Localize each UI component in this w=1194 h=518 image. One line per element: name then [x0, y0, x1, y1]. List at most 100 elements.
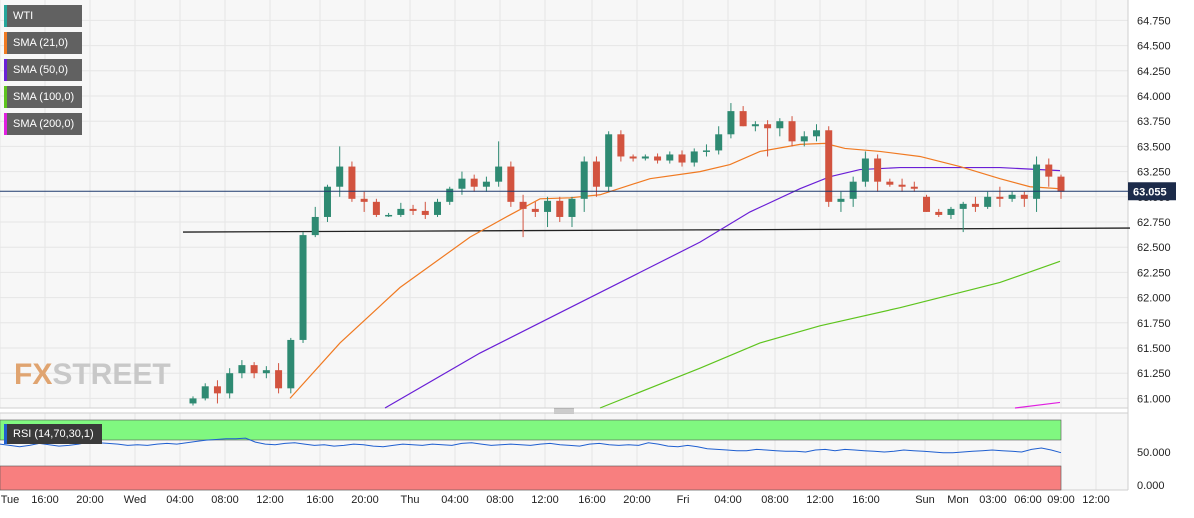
candle-body — [825, 130, 833, 202]
candle-body — [849, 181, 857, 199]
x-tick-label: 04:00 — [441, 494, 469, 506]
candle — [1045, 158, 1053, 187]
candle — [336, 146, 344, 197]
y-tick-label: 62.750 — [1137, 217, 1171, 229]
candle — [226, 368, 234, 399]
rsi-tick-label: 0.000 — [1137, 480, 1165, 492]
candle-body — [372, 201, 380, 215]
candle-body — [812, 130, 820, 137]
candle-body — [299, 235, 307, 340]
x-tick-label: 12:00 — [1082, 494, 1110, 506]
candle — [385, 212, 393, 217]
candle-body — [189, 398, 197, 404]
candle-body — [323, 186, 331, 217]
candle-body — [923, 196, 931, 212]
candle-body — [751, 124, 759, 127]
candle — [201, 383, 209, 401]
y-tick-label: 63.500 — [1137, 141, 1171, 153]
x-tick-label: 09:00 — [1047, 494, 1075, 506]
y-tick-label: 62.000 — [1137, 293, 1171, 305]
legend-swatch — [4, 86, 7, 108]
x-tick-label: 03:00 — [979, 494, 1007, 506]
y-tick-label: 61.750 — [1137, 318, 1171, 330]
candle-body — [446, 188, 454, 202]
candle-body — [690, 151, 698, 163]
x-tick-label: 06:00 — [1014, 494, 1042, 506]
candle-body — [727, 111, 735, 135]
x-tick-label: Thu — [401, 494, 420, 506]
candle-body — [336, 166, 344, 187]
candle-body — [568, 198, 576, 217]
candle-body — [935, 211, 943, 215]
legend-item-sma100[interactable]: SMA (100,0) — [4, 86, 83, 108]
candle — [519, 194, 527, 238]
candle — [262, 366, 270, 379]
candle-body — [250, 365, 258, 374]
candle — [580, 156, 588, 212]
candle-body — [654, 156, 662, 161]
candle — [287, 337, 295, 394]
legend-item-wti[interactable]: WTI — [4, 5, 83, 27]
candle-body — [421, 210, 429, 215]
candle — [409, 204, 417, 215]
y-tick-label: 63.250 — [1137, 167, 1171, 179]
legend-label: WTI — [13, 10, 34, 22]
candle-body — [984, 196, 992, 207]
candle-body — [201, 386, 209, 399]
candle — [959, 201, 967, 233]
candle-body — [348, 166, 356, 199]
candle-body — [776, 121, 784, 129]
candle-body — [886, 181, 894, 185]
candle-body — [507, 166, 515, 202]
legend-swatch — [4, 113, 7, 135]
candle-body — [592, 161, 600, 187]
candle — [800, 131, 808, 147]
candle — [666, 151, 674, 164]
candle-body — [470, 178, 478, 187]
candle — [984, 191, 992, 209]
legend-item-sma200[interactable]: SMA (200,0) — [4, 113, 83, 135]
legend-label: SMA (200,0) — [13, 118, 75, 130]
y-tick-label: 62.250 — [1137, 267, 1171, 279]
x-tick-label: 12:00 — [806, 494, 834, 506]
candle-body — [311, 216, 319, 236]
legend-item-sma21[interactable]: SMA (21,0) — [4, 32, 83, 54]
candle — [788, 116, 796, 147]
candle — [1020, 191, 1028, 207]
legend-swatch — [4, 5, 7, 27]
support-trendline — [182, 227, 1131, 233]
candle — [874, 154, 882, 192]
candle-body — [617, 134, 625, 157]
candle-body — [678, 154, 686, 163]
candle-body — [764, 124, 772, 129]
candle-body — [861, 158, 869, 182]
candle-body — [385, 214, 393, 217]
candle-body — [213, 386, 221, 394]
candle-body — [1057, 176, 1065, 192]
candle-body — [556, 200, 564, 217]
x-tick-label: 08:00 — [486, 494, 514, 506]
x-tick-label: Fri — [677, 494, 690, 506]
legend-item-sma50[interactable]: SMA (50,0) — [4, 59, 83, 81]
y-tick-label: 61.500 — [1137, 343, 1171, 355]
candle — [617, 130, 625, 162]
x-tick-label: 16:00 — [578, 494, 606, 506]
candle — [690, 148, 698, 167]
y-tick-label: 64.000 — [1137, 91, 1171, 103]
sma-200-line — [1014, 401, 1061, 409]
candle — [311, 206, 319, 238]
x-tick-label: 20:00 — [351, 494, 379, 506]
candle-body — [837, 198, 845, 202]
y-tick-label: 64.750 — [1137, 15, 1171, 27]
candle — [250, 362, 258, 379]
candle-body — [959, 203, 967, 209]
fxstreet-logo: FXSTREET — [14, 358, 171, 391]
candle — [495, 141, 503, 187]
x-tick-label: 20:00 — [76, 494, 104, 506]
candle — [739, 106, 747, 127]
candle — [654, 153, 662, 164]
rsi-legend-item[interactable]: RSI (14,70,30,1) — [4, 424, 102, 444]
candle-body — [495, 166, 503, 182]
candles-group — [189, 103, 1065, 406]
